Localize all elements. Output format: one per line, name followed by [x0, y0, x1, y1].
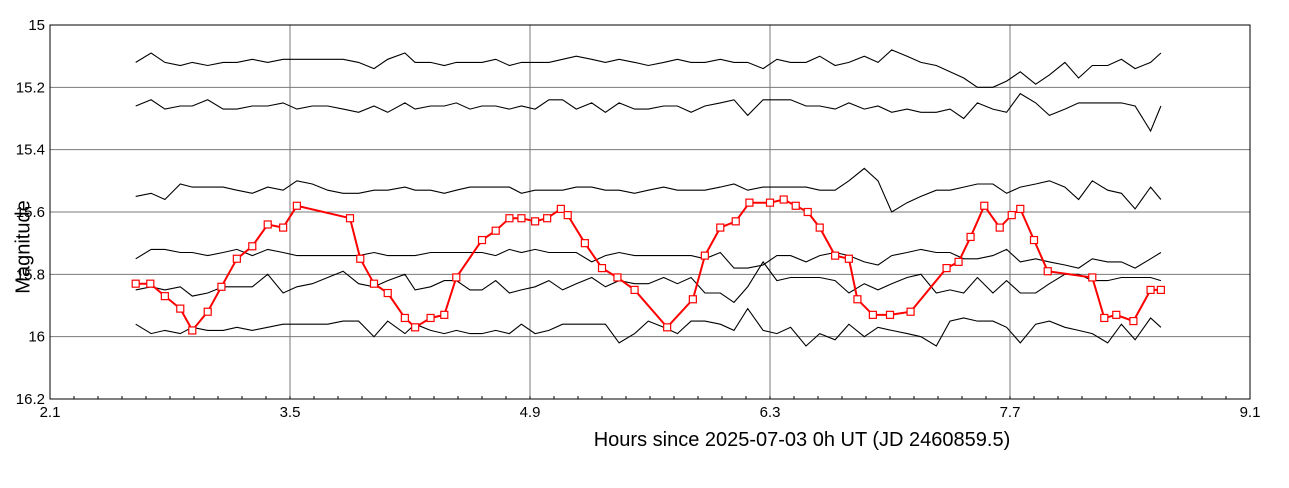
target-point [383, 288, 392, 298]
x-tick-label: 3.5 [280, 404, 301, 421]
comparison-series-group [135, 49, 1162, 347]
comparison-star-line-6 [135, 307, 1162, 347]
target-point [440, 310, 449, 319]
target-point [1088, 273, 1097, 282]
target-point [411, 323, 420, 332]
target-point [630, 285, 639, 295]
target-point [700, 251, 709, 260]
x-tick-label: 4.9 [520, 404, 541, 421]
grid-lines [49, 24, 1251, 400]
target-point [263, 220, 272, 229]
target-point [563, 211, 572, 220]
comparison-star-line-4 [135, 248, 1162, 269]
target-line [135, 198, 1161, 333]
target-point [779, 195, 788, 204]
y-tick-label: 15.2 [16, 79, 45, 96]
target-point [531, 217, 540, 226]
y-tick-labels: 15 15.2 15.4 15.6 15.8 16 16.2 [16, 17, 45, 408]
target-point [906, 307, 915, 316]
target-point [688, 295, 697, 304]
target-point [426, 313, 435, 323]
target-point [1112, 310, 1121, 319]
target-point [292, 201, 301, 210]
target-point [345, 214, 355, 223]
target-point [232, 254, 241, 263]
x-minor-ticks [49, 396, 1251, 399]
target-point [815, 223, 824, 232]
x-tick-label: 6.3 [760, 404, 781, 421]
target-point [517, 214, 526, 223]
x-tick-label: 9.1 [1240, 404, 1261, 421]
target-point [731, 217, 740, 226]
target-point [160, 292, 169, 301]
target-series-group [131, 195, 1165, 335]
y-tick-label: 16.2 [16, 391, 45, 408]
comparison-star-line-5 [135, 260, 1162, 304]
target-point [146, 279, 155, 288]
target-point [580, 239, 589, 248]
target-point [369, 279, 379, 288]
target-point [765, 198, 775, 207]
target-point [1016, 204, 1025, 213]
target-point [597, 264, 607, 273]
target-point [885, 310, 895, 319]
target-point [1007, 211, 1016, 220]
target-point [248, 242, 257, 251]
x-tick-label: 2.1 [40, 404, 61, 421]
target-point [1146, 285, 1155, 295]
target-point [556, 204, 565, 213]
comparison-star-line-3 [135, 167, 1162, 213]
target-point [203, 307, 212, 316]
target-point [356, 254, 365, 263]
target-point [1156, 285, 1165, 295]
target-point [1029, 235, 1039, 245]
target-point [663, 323, 672, 332]
target-point [853, 295, 862, 304]
target-point [505, 214, 514, 223]
x-axis-title: Hours since 2025-07-03 0h UT (JD 2460859… [594, 429, 1011, 451]
y-tick-label: 15 [28, 17, 45, 34]
target-point [942, 264, 951, 273]
target-point [745, 198, 754, 207]
target-point [954, 257, 963, 266]
target-point [1129, 316, 1138, 326]
target-point [452, 273, 461, 282]
target-point [995, 223, 1004, 232]
target-point [217, 282, 226, 291]
target-point [491, 226, 500, 235]
target-point [131, 279, 140, 288]
target-point [279, 223, 288, 232]
target-point [1043, 267, 1052, 276]
comparison-star-line-2 [135, 92, 1162, 133]
target-point [188, 326, 197, 335]
target-point [716, 223, 725, 232]
y-tick-label: 15.6 [16, 204, 45, 221]
comparison-star-line-1 [135, 49, 1162, 88]
x-tick-label: 7.7 [1000, 404, 1021, 421]
target-point [844, 254, 853, 263]
target-point [613, 273, 622, 282]
y-axis-title: Magnitude [12, 200, 34, 293]
y-tick-label: 15.4 [16, 142, 45, 159]
target-point [791, 201, 800, 210]
y-tick-label: 16 [28, 329, 45, 346]
target-point [543, 214, 552, 223]
target-point [980, 201, 989, 210]
target-point [803, 207, 812, 217]
target-point [868, 310, 877, 319]
target-point [1100, 313, 1109, 323]
target-point [477, 235, 487, 245]
target-point [831, 251, 840, 260]
x-tick-labels: 2.1 3.5 4.9 6.3 7.7 9.1 [40, 404, 1261, 421]
target-point [400, 313, 409, 323]
target-point [176, 304, 185, 313]
target-point [966, 232, 975, 242]
y-tick-label: 15.8 [16, 266, 45, 283]
